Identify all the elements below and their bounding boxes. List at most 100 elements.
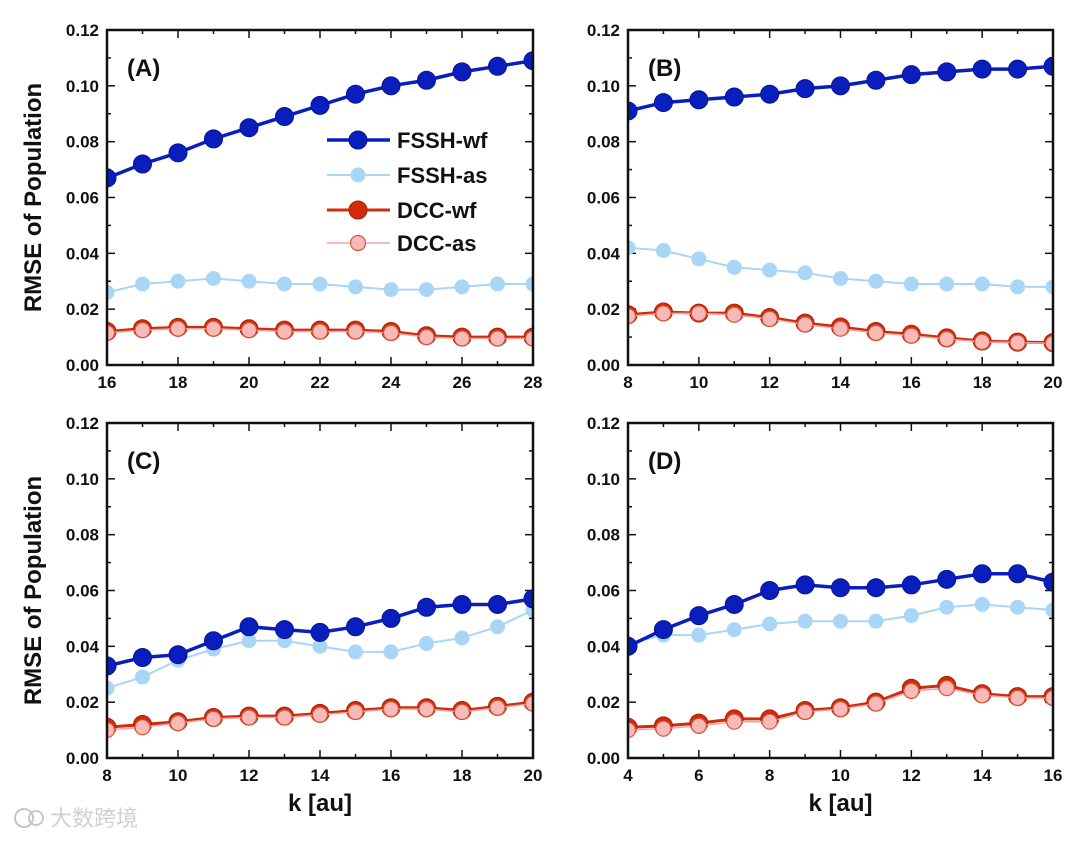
data-point	[168, 143, 188, 163]
data-point	[655, 305, 672, 322]
series-dcc-as	[107, 695, 533, 739]
data-point	[868, 613, 884, 629]
data-point	[972, 59, 992, 79]
series-dcc-as	[628, 680, 1053, 739]
data-point	[488, 594, 507, 614]
y-tick-label: 0.12	[66, 414, 99, 433]
data-point	[417, 597, 436, 617]
data-point	[1009, 334, 1026, 351]
watermark: 大数跨境	[14, 806, 138, 831]
x-tick-label: 6	[694, 766, 703, 785]
data-point	[381, 76, 401, 96]
data-point	[107, 284, 115, 300]
legend-label: FSSH-wf	[397, 128, 488, 153]
legend: FSSH-wf FSSH-as DCC-wf DCC-as	[327, 128, 488, 256]
data-point	[974, 596, 990, 612]
x-tick-label: 4	[623, 766, 633, 785]
data-point	[691, 251, 707, 267]
data-point	[1010, 599, 1026, 615]
data-point	[275, 620, 294, 640]
y-tick-label: 0.08	[66, 526, 99, 545]
data-point	[205, 710, 222, 728]
x-tick-label: 16	[382, 766, 401, 785]
y-tick-label: 0.10	[66, 77, 99, 96]
data-point	[1043, 56, 1053, 76]
data-point	[311, 323, 329, 340]
plot-frame	[626, 28, 1055, 367]
watermark-logo-icon	[14, 808, 34, 828]
legend-marker	[348, 200, 368, 220]
x-tick-label: 22	[311, 373, 330, 392]
y-tick-label: 0.06	[66, 189, 99, 208]
data-point	[974, 687, 991, 704]
data-point	[831, 76, 850, 96]
data-point	[655, 720, 672, 737]
y-tick-label: 0.00	[587, 356, 620, 375]
data-point	[760, 84, 780, 104]
data-point	[689, 606, 709, 626]
panel-label: (A)	[127, 55, 160, 82]
data-point	[974, 276, 990, 292]
data-point	[937, 569, 957, 589]
x-tick-label: 12	[240, 766, 259, 785]
data-point	[107, 168, 117, 188]
data-point	[135, 276, 150, 292]
legend-label: DCC-wf	[397, 198, 477, 223]
data-point	[488, 56, 507, 76]
data-point	[107, 656, 117, 676]
panel-a: 16 18 20 22 24 26 28 0.00 0.02 0.04 0.06 0.08 0.10 0.…	[20, 21, 542, 392]
data-point	[382, 701, 400, 718]
data-point	[761, 713, 778, 730]
series-fssh-as	[628, 240, 1053, 295]
data-point	[239, 118, 259, 138]
data-point	[205, 320, 222, 337]
data-point	[311, 706, 329, 723]
data-point	[275, 107, 294, 127]
panel-label: (C)	[127, 448, 160, 475]
data-point	[831, 578, 850, 598]
data-point	[628, 636, 638, 656]
x-tick-label: 20	[524, 766, 543, 785]
plot-frame	[105, 421, 535, 760]
data-point	[832, 701, 849, 718]
data-point	[690, 305, 707, 322]
data-point	[489, 330, 506, 347]
data-point	[107, 721, 116, 739]
data-point	[135, 669, 150, 685]
data-point	[240, 709, 258, 726]
data-point	[168, 645, 188, 665]
data-point	[490, 619, 505, 635]
data-point	[762, 262, 778, 278]
x-tick-label: 16	[98, 373, 117, 392]
y-tick-label: 0.06	[66, 582, 99, 601]
y-axis-label: RMSE of Population	[20, 476, 47, 705]
data-point	[690, 717, 707, 734]
series-fssh-wf	[628, 564, 1053, 656]
data-point	[346, 84, 365, 104]
data-point	[276, 709, 293, 726]
plot-frame	[626, 421, 1055, 760]
data-point	[417, 70, 436, 90]
data-point	[346, 617, 365, 637]
x-tick-label: 18	[453, 766, 472, 785]
y-tick-label: 0.04	[587, 244, 621, 263]
x-tick-label: 12	[760, 373, 779, 392]
data-point	[938, 680, 955, 697]
x-axis-label: k [au]	[808, 790, 872, 817]
data-point	[310, 95, 330, 115]
data-point	[525, 276, 533, 292]
x-tick-label: 26	[453, 373, 472, 392]
data-point	[107, 680, 115, 696]
data-point	[169, 715, 187, 732]
x-tick-label: 14	[831, 373, 850, 392]
series-line	[107, 58, 533, 180]
data-point	[724, 87, 744, 107]
data-point	[133, 648, 152, 667]
legend-marker	[348, 130, 368, 150]
y-tick-label: 0.00	[587, 749, 620, 768]
y-tick-label: 0.04	[66, 637, 100, 656]
data-point	[453, 330, 471, 347]
data-point	[347, 323, 364, 340]
data-point	[419, 282, 434, 298]
